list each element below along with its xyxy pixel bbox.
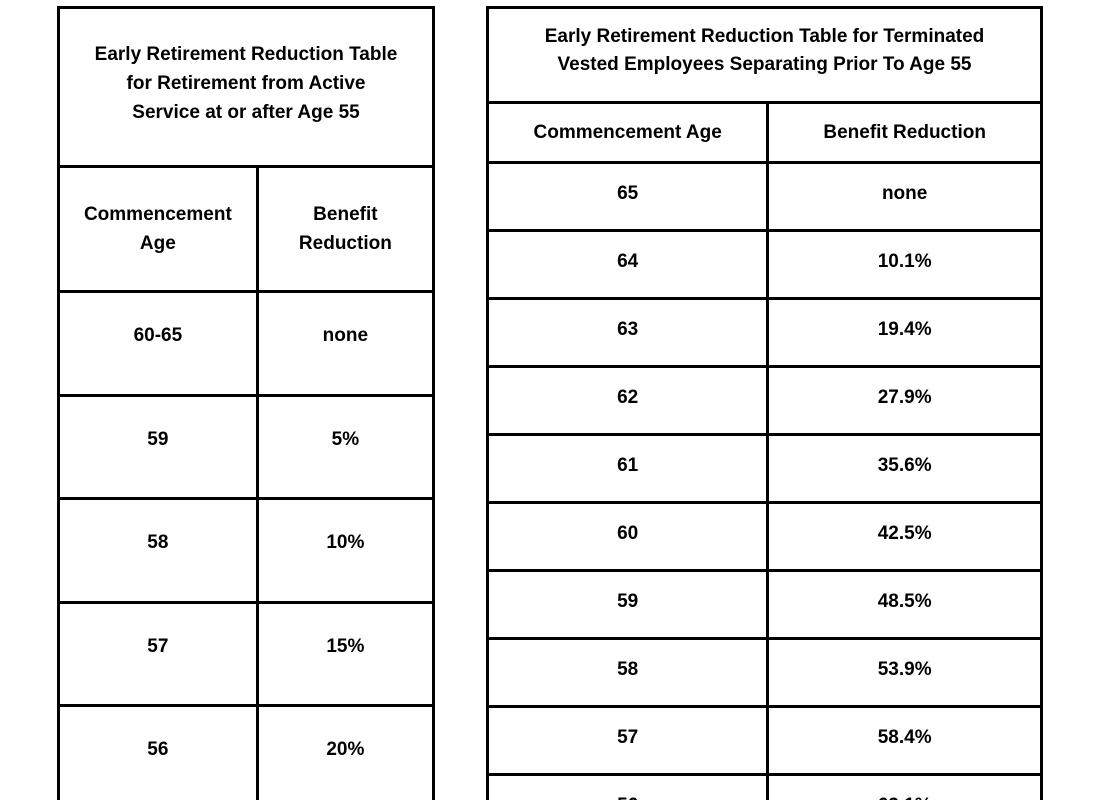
benefit-reduction-cell: 15%	[255, 600, 436, 707]
commencement-age-cell: 58	[485, 637, 770, 708]
header-line: Commencement	[83, 204, 232, 225]
table-row: 65 none	[485, 161, 1043, 232]
title-line: for Retirement from Active	[126, 73, 366, 94]
table-title: Early Retirement Reduction Table for Ret…	[57, 6, 435, 168]
benefit-reduction-cell: 27.9%	[766, 365, 1043, 436]
benefit-reduction-cell: 10.1%	[766, 229, 1043, 300]
column-header-commencement-age: Commencement Age	[485, 101, 770, 164]
benefit-reduction-cell: 10%	[255, 497, 436, 604]
commencement-age-cell: 60	[485, 501, 770, 572]
benefit-reduction-cell: none	[255, 290, 436, 397]
benefit-reduction-cell: 62.1%	[766, 773, 1043, 800]
table-row: 57 15%	[57, 600, 436, 707]
benefit-reduction-cell: none	[766, 161, 1043, 232]
commencement-age-cell: 65	[485, 161, 770, 232]
table-title-row: Early Retirement Reduction Table for Ret…	[57, 6, 435, 168]
terminated-vested-reduction-table: Early Retirement Reduction Table for Ter…	[485, 6, 1043, 800]
table-row: 58 10%	[57, 497, 436, 604]
active-service-reduction-table: Early Retirement Reduction Table for Ret…	[57, 6, 436, 800]
commencement-age-cell: 57	[485, 705, 770, 776]
commencement-age-cell: 57	[57, 600, 259, 707]
table-row: 60-65 none	[57, 290, 436, 397]
column-header-benefit-reduction: Benefit Reduction	[766, 101, 1043, 164]
commencement-age-cell: 56	[485, 773, 770, 800]
benefit-reduction-cell: 5%	[255, 393, 436, 500]
title-line: Early Retirement Reduction Table for Ter…	[544, 26, 985, 47]
benefit-reduction-cell: 53.9%	[766, 637, 1043, 708]
title-line: Vested Employees Separating Prior To Age…	[557, 54, 972, 75]
table-header-row: Commencement Age Benefit Reduction	[485, 101, 1043, 164]
table-row: 57 58.4%	[485, 705, 1043, 776]
benefit-reduction-cell: 58.4%	[766, 705, 1043, 776]
table-title: Early Retirement Reduction Table for Ter…	[486, 6, 1043, 104]
table-row: 62 27.9%	[485, 365, 1043, 436]
benefit-reduction-cell: 20%	[255, 704, 436, 800]
commencement-age-cell: 56	[57, 704, 259, 800]
table-row: 56 20%	[57, 704, 436, 800]
table-row: 63 19.4%	[485, 297, 1043, 368]
commencement-age-cell: 64	[485, 229, 770, 300]
table-row: 59 48.5%	[485, 569, 1043, 640]
header-line: Reduction	[298, 233, 392, 254]
commencement-age-cell: 61	[485, 433, 770, 504]
commencement-age-cell: 63	[485, 297, 770, 368]
commencement-age-cell: 60-65	[57, 290, 259, 397]
table-header-row: Commencement Age Benefit Reduction	[57, 165, 436, 293]
table-row: 58 53.9%	[485, 637, 1043, 708]
table-row: 60 42.5%	[485, 501, 1043, 572]
table-title-row: Early Retirement Reduction Table for Ter…	[486, 6, 1043, 104]
commencement-age-cell: 59	[57, 393, 259, 500]
column-header-benefit-reduction: Benefit Reduction	[255, 165, 436, 293]
table-row: 64 10.1%	[485, 229, 1043, 300]
commencement-age-cell: 59	[485, 569, 770, 640]
benefit-reduction-cell: 48.5%	[766, 569, 1043, 640]
title-line: Early Retirement Reduction Table	[94, 44, 398, 65]
header-line: Age	[139, 233, 176, 254]
table-row: 59 5%	[57, 393, 436, 500]
table-row: 56 62.1%	[485, 773, 1043, 800]
commencement-age-cell: 62	[485, 365, 770, 436]
commencement-age-cell: 58	[57, 497, 259, 604]
benefit-reduction-cell: 19.4%	[766, 297, 1043, 368]
table-row: 61 35.6%	[485, 433, 1043, 504]
benefit-reduction-cell: 42.5%	[766, 501, 1043, 572]
header-line: Benefit	[313, 204, 378, 225]
column-header-commencement-age: Commencement Age	[57, 165, 259, 293]
title-line: Service at or after Age 55	[132, 102, 360, 123]
benefit-reduction-cell: 35.6%	[766, 433, 1043, 504]
